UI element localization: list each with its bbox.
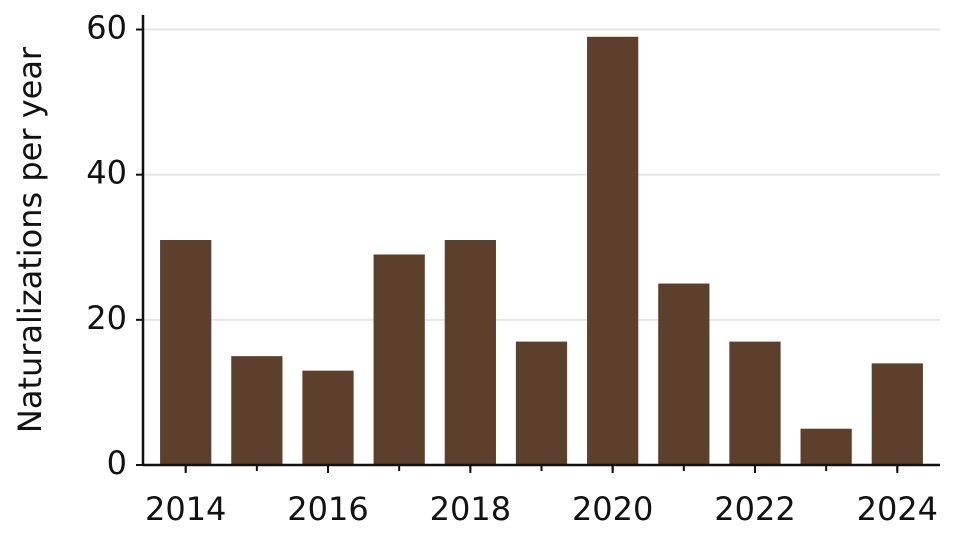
x-tick-label: 2024: [857, 490, 938, 528]
bar: [871, 363, 923, 465]
bar: [729, 341, 781, 465]
bar: [444, 240, 496, 465]
bar: [160, 240, 212, 465]
x-tick-label: 2020: [572, 490, 653, 528]
x-tick-label: 2016: [287, 490, 368, 528]
bar: [658, 283, 710, 465]
bar: [800, 428, 852, 465]
x-tick-label: 2022: [714, 490, 795, 528]
y-tick-label: 20: [86, 299, 127, 337]
bar: [587, 36, 639, 465]
x-tick-label: 2014: [145, 490, 226, 528]
y-axis-label: Naturalizations per year: [11, 46, 49, 433]
x-tick-label: 2018: [430, 490, 511, 528]
bar: [373, 254, 425, 465]
bar: [302, 370, 354, 465]
y-tick-label: 40: [86, 154, 127, 192]
y-tick-label: 60: [86, 9, 127, 47]
bar: [231, 356, 283, 465]
y-tick-label: 0: [107, 444, 127, 482]
bar: [515, 341, 568, 465]
